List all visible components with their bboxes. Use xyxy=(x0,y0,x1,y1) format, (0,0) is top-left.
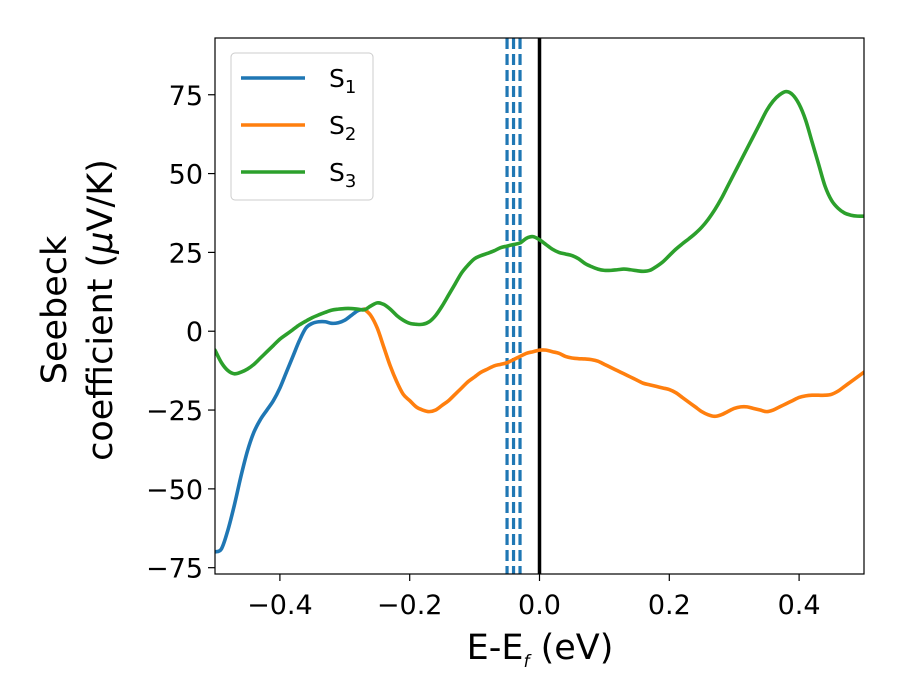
y-tick-label: −75 xyxy=(146,554,203,585)
x-axis-ticks: −0.4 −0.2 0.0 0.2 0.4 xyxy=(247,574,821,621)
x-tick-label: 0.2 xyxy=(648,590,691,621)
x-axis-label: E-Ef (eV) xyxy=(467,628,614,672)
x-tick-label: 0.4 xyxy=(778,590,821,621)
y-axis-label: Seebeck coefficient (μV/K) xyxy=(35,159,121,461)
series-line-s2 xyxy=(362,307,864,419)
y-tick-label: −50 xyxy=(146,475,203,506)
series-line-s3 xyxy=(215,89,864,376)
y-axis-ticks: −75 −50 −25 0 25 50 75 xyxy=(146,81,215,585)
plot-area xyxy=(214,37,865,575)
legend-label-s2: S2 xyxy=(329,111,356,145)
y-tick-label: −25 xyxy=(146,396,203,427)
legend-label-s1: S1 xyxy=(329,64,356,98)
y-tick-label: 50 xyxy=(169,160,203,191)
x-tick-label: 0.0 xyxy=(518,590,561,621)
x-tick-label: −0.4 xyxy=(247,590,313,621)
x-tick-label: −0.2 xyxy=(377,590,443,621)
y-tick-label: 25 xyxy=(169,238,203,269)
svg-text:Seebeck: Seebeck xyxy=(35,235,75,384)
series-line-s1 xyxy=(215,307,367,554)
legend: S1 S2 S3 xyxy=(230,52,374,201)
series-lines xyxy=(215,89,864,554)
reference-lines xyxy=(505,38,542,574)
y-tick-label: 0 xyxy=(186,317,203,348)
legend-label-s3: S3 xyxy=(329,158,356,192)
svg-text:coefficient (μV/K): coefficient (μV/K) xyxy=(81,159,121,461)
y-tick-label: 75 xyxy=(169,81,203,112)
